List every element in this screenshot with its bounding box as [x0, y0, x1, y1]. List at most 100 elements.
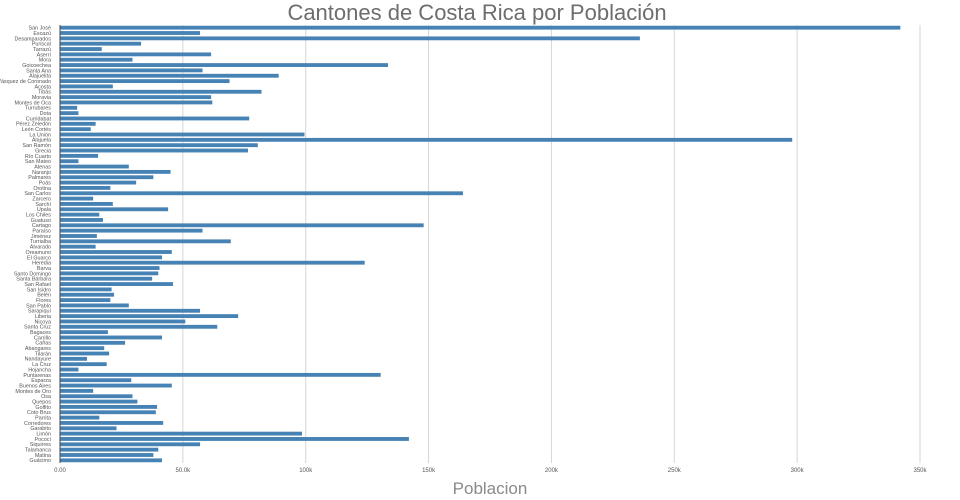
bar[interactable]: [60, 234, 97, 238]
y-tick-label: Turrubares: [25, 106, 51, 112]
bar[interactable]: [60, 68, 203, 73]
bar[interactable]: [60, 314, 239, 319]
bar[interactable]: [60, 207, 169, 212]
y-tick-label: San Rafael: [24, 282, 51, 288]
bar[interactable]: [60, 63, 389, 67]
bar[interactable]: [60, 95, 212, 100]
bar[interactable]: [60, 228, 203, 233]
bar[interactable]: [60, 180, 137, 185]
bar[interactable]: [60, 121, 96, 126]
bar[interactable]: [60, 346, 105, 351]
y-tick-label: Osa: [41, 394, 51, 400]
bar[interactable]: [60, 132, 305, 137]
y-tick-label: Guatuso: [31, 218, 51, 224]
bar[interactable]: [60, 415, 100, 420]
x-tick-label: 150k: [422, 468, 436, 474]
bar[interactable]: [60, 340, 126, 345]
bar[interactable]: [60, 356, 88, 361]
bar[interactable]: [60, 362, 107, 367]
bar[interactable]: [60, 324, 218, 329]
bar[interactable]: [60, 287, 112, 292]
y-tick-label: Turrialba: [30, 239, 51, 245]
bar[interactable]: [60, 164, 129, 169]
bar[interactable]: [60, 105, 78, 110]
y-tick-label: Alvarado: [30, 245, 51, 251]
bar[interactable]: [60, 266, 160, 270]
bar[interactable]: [60, 25, 901, 30]
bar[interactable]: [60, 260, 365, 265]
bar[interactable]: [60, 169, 171, 174]
bar[interactable]: [60, 447, 159, 452]
bar[interactable]: [60, 292, 115, 297]
bar[interactable]: [60, 196, 94, 201]
bar[interactable]: [60, 410, 156, 415]
y-tick-label: Paraíso: [32, 229, 51, 235]
bar[interactable]: [60, 79, 230, 84]
bar[interactable]: [60, 298, 111, 303]
bar[interactable]: [60, 244, 96, 249]
x-tick-label: 300k: [791, 468, 805, 474]
bar[interactable]: [60, 100, 213, 105]
bar[interactable]: [60, 404, 158, 409]
bar[interactable]: [60, 239, 231, 244]
bar[interactable]: [60, 47, 102, 51]
y-tick-label: San José: [29, 26, 51, 32]
bar[interactable]: [60, 421, 164, 425]
y-tick-label: Hojancha: [28, 367, 51, 373]
bar[interactable]: [60, 218, 103, 222]
y-tick-label: Montes de Oro: [15, 389, 51, 395]
y-tick-label: Buenos Aires: [19, 383, 51, 389]
bar[interactable]: [60, 388, 94, 393]
bar[interactable]: [60, 41, 142, 46]
bar[interactable]: [60, 453, 154, 457]
bar[interactable]: [60, 378, 132, 383]
bar[interactable]: [60, 185, 111, 190]
bar[interactable]: [60, 250, 172, 254]
bar[interactable]: [60, 426, 117, 431]
bar[interactable]: [60, 84, 113, 89]
bar[interactable]: [60, 276, 153, 281]
bar[interactable]: [60, 303, 129, 308]
bar[interactable]: [60, 31, 201, 35]
bar[interactable]: [60, 137, 793, 142]
bar[interactable]: [60, 442, 201, 447]
bar[interactable]: [60, 223, 424, 228]
bar[interactable]: [60, 191, 463, 196]
bar[interactable]: [60, 399, 138, 404]
y-tick-label: Liberia: [35, 314, 51, 320]
bar[interactable]: [60, 431, 303, 436]
bar[interactable]: [60, 458, 162, 463]
bar[interactable]: [60, 367, 79, 372]
y-tick-label: Naranjo: [32, 170, 51, 176]
bar[interactable]: [60, 175, 154, 180]
bar[interactable]: [60, 271, 159, 276]
bar[interactable]: [60, 351, 110, 356]
bar[interactable]: [60, 36, 640, 41]
bar[interactable]: [60, 116, 250, 121]
bar[interactable]: [60, 143, 258, 148]
bar[interactable]: [60, 383, 172, 388]
bar[interactable]: [60, 202, 113, 206]
bar[interactable]: [60, 335, 162, 340]
bar[interactable]: [60, 111, 79, 116]
bar[interactable]: [60, 319, 186, 324]
bar[interactable]: [60, 127, 91, 132]
y-tick-label: Acosta: [35, 84, 51, 90]
bar[interactable]: [60, 282, 174, 286]
bar[interactable]: [60, 437, 409, 441]
bar[interactable]: [60, 159, 79, 164]
bar[interactable]: [60, 212, 100, 217]
y-tick-label: Atenas: [34, 164, 51, 170]
bar[interactable]: [60, 330, 108, 335]
bar[interactable]: [60, 255, 162, 260]
bar[interactable]: [60, 372, 381, 377]
bar[interactable]: [60, 153, 99, 158]
bar[interactable]: [60, 394, 133, 399]
bar[interactable]: [60, 89, 262, 94]
bar[interactable]: [60, 308, 201, 313]
bar[interactable]: [60, 52, 212, 57]
bar[interactable]: [60, 148, 248, 153]
bar[interactable]: [60, 73, 279, 78]
bar[interactable]: [60, 57, 133, 62]
y-tick-label: Garabito: [30, 426, 51, 432]
